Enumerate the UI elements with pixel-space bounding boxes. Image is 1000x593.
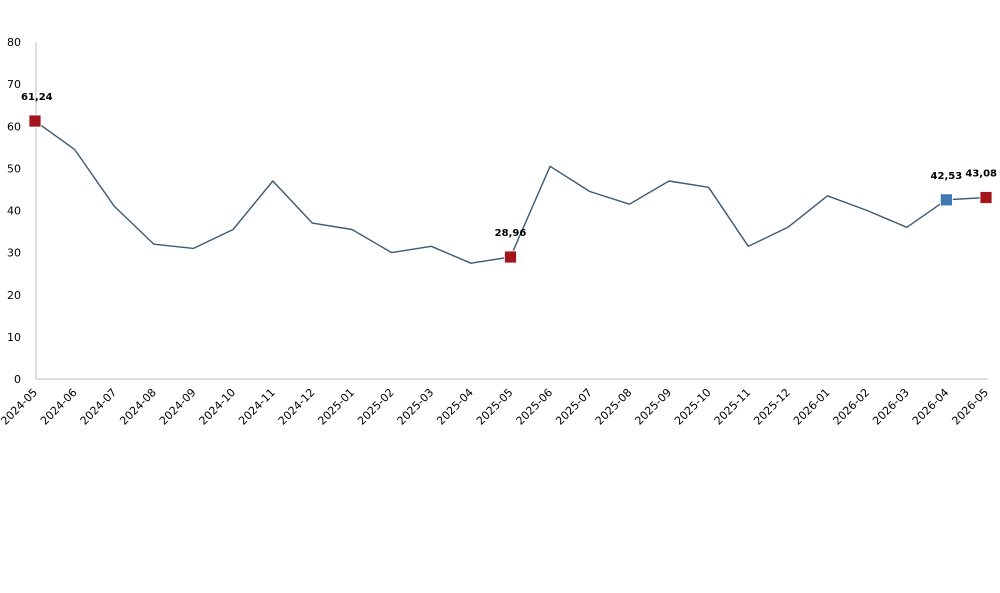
x-tick-label: 2025-05 — [474, 386, 516, 428]
data-label: 61,24 — [21, 92, 53, 103]
x-tick-label: 2026-05 — [949, 386, 991, 428]
x-tick-label: 2025-09 — [632, 386, 674, 428]
y-tick-label: 70 — [7, 78, 21, 91]
x-tick-label: 2025-06 — [514, 386, 556, 428]
y-tick-label: 40 — [7, 205, 21, 218]
x-tick-label: 2026-03 — [870, 386, 912, 428]
x-tick-label: 2025-04 — [434, 386, 476, 428]
highlight-markers — [28, 114, 993, 264]
y-tick-label: 10 — [7, 331, 21, 344]
y-tick-label: 30 — [7, 247, 21, 260]
x-tick-label: 2025-11 — [712, 386, 754, 428]
x-tick-label: 2024-05 — [0, 386, 40, 428]
highlight-marker — [28, 114, 42, 128]
y-tick-label: 0 — [14, 373, 21, 386]
x-tick-label: 2024-06 — [38, 386, 80, 428]
series-polyline — [34, 120, 987, 264]
x-tick-label: 2025-03 — [395, 386, 437, 428]
x-tick-label: 2025-07 — [553, 386, 595, 428]
y-axis-ticks: 0 10 20 30 40 50 60 70 80 — [7, 36, 21, 386]
x-tick-label: 2026-01 — [791, 386, 833, 428]
x-tick-label: 2025-01 — [315, 386, 357, 428]
data-label: 28,96 — [495, 228, 527, 239]
x-tick-label: 2024-08 — [117, 386, 159, 428]
x-tick-label: 2025-12 — [751, 386, 793, 428]
x-tick-label: 2024-10 — [197, 386, 239, 428]
highlight-marker — [504, 250, 517, 264]
x-tick-label: 2025-10 — [672, 386, 714, 428]
x-tick-label: 2025-02 — [355, 386, 397, 428]
x-tick-label: 2024-11 — [236, 386, 278, 428]
x-axis-ticks: 2024-052024-062024-072024-082024-092024-… — [0, 386, 991, 428]
highlight-marker — [979, 191, 993, 204]
y-tick-label: 20 — [7, 289, 21, 302]
chart-axes — [35, 42, 988, 380]
x-tick-label: 2024-07 — [78, 386, 120, 428]
data-labels: 61,24 28,96 42,53 43,08 — [21, 92, 997, 239]
x-tick-label: 2026-04 — [910, 386, 952, 428]
data-label: 43,08 — [965, 169, 997, 180]
data-label: 42,53 — [931, 171, 963, 182]
x-tick-label: 2024-12 — [276, 386, 318, 428]
x-tick-label: 2024-09 — [157, 386, 199, 428]
highlight-marker — [939, 193, 953, 207]
series-line — [34, 120, 987, 264]
y-tick-label: 50 — [7, 162, 21, 175]
y-tick-label: 60 — [7, 120, 21, 133]
y-tick-label: 80 — [7, 36, 21, 49]
x-tick-label: 2026-02 — [831, 386, 873, 428]
x-tick-label: 2025-08 — [593, 386, 635, 428]
